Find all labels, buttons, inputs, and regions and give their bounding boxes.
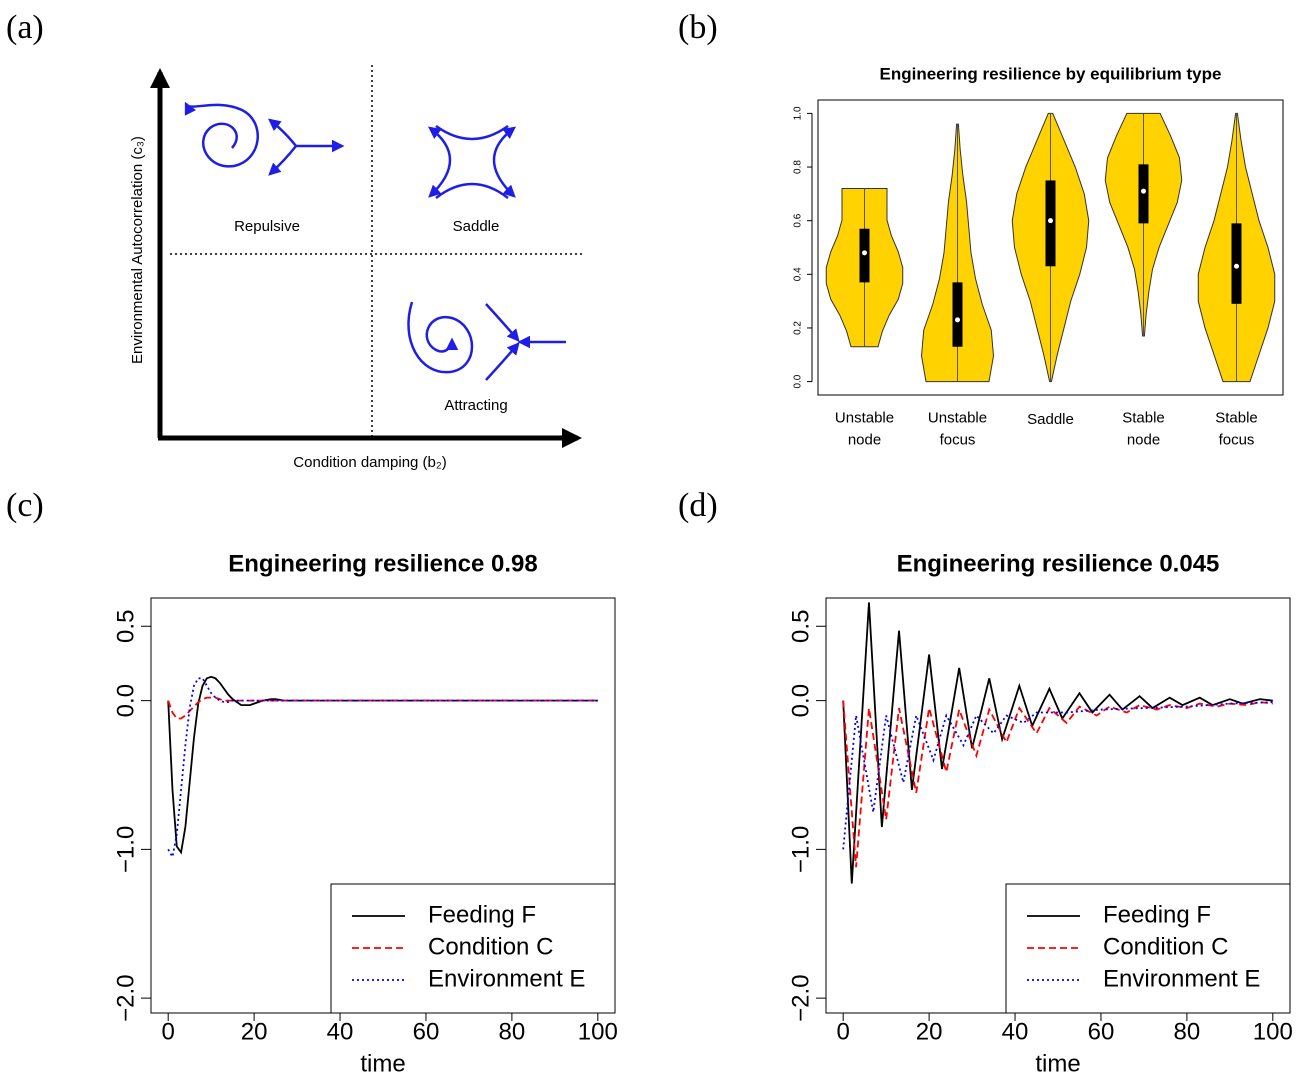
series-line xyxy=(167,677,598,860)
x-axis-label: time xyxy=(360,1050,405,1077)
y-tick-label: 0.0 xyxy=(112,684,139,717)
chart-title: Engineering resilience by equilibrium ty… xyxy=(880,64,1222,83)
x-tick-label: 40 xyxy=(327,1018,354,1045)
spiral-glyph xyxy=(184,101,259,168)
x-tick-label: Saddle xyxy=(1027,411,1074,428)
series-line xyxy=(842,602,1273,884)
x-tick-label: 20 xyxy=(916,1018,943,1045)
x-tick-label: 60 xyxy=(1088,1018,1115,1045)
median-dot xyxy=(1048,218,1053,224)
x-tick-label: 60 xyxy=(413,1018,440,1045)
iqr-box xyxy=(1138,164,1149,224)
y-tick-label: 0.5 xyxy=(787,610,814,643)
y-tick-label: 0.5 xyxy=(112,610,139,643)
legend-label: Environment E xyxy=(428,965,585,992)
quadrant-label: Attracting xyxy=(444,397,507,414)
y-tick-label: −2.0 xyxy=(112,974,139,1021)
chart-title: Engineering resilience 0.045 xyxy=(897,550,1220,577)
median-dot xyxy=(955,317,960,323)
x-axis-label: Condition damping (b₂) xyxy=(293,454,446,471)
y-tick-label: 0.6 xyxy=(793,213,804,227)
x-tick-label: 100 xyxy=(578,1018,618,1045)
x-axis-label: time xyxy=(1035,1050,1080,1077)
x-tick-label: 80 xyxy=(499,1018,526,1045)
y-tick-label: 1.0 xyxy=(793,106,804,120)
quadrant-label: Saddle xyxy=(453,218,500,235)
node-glyph xyxy=(485,303,520,342)
y-tick-label: −1.0 xyxy=(112,826,139,873)
median-dot xyxy=(862,250,867,256)
spiral-glyph xyxy=(407,301,474,374)
panel-label: (b) xyxy=(678,9,718,46)
legend-label: Feeding F xyxy=(1103,901,1211,928)
legend-label: Feeding F xyxy=(428,901,536,928)
series-line xyxy=(842,701,1273,850)
x-tick-label: Unstable focus xyxy=(928,409,987,448)
x-tick-label: 0 xyxy=(837,1018,850,1045)
saddle-glyph xyxy=(435,182,509,199)
series-line xyxy=(842,700,1273,868)
y-axis-label: Environmental Autocorrelation (c₃) xyxy=(129,136,146,364)
node-glyph xyxy=(268,145,297,176)
series-line xyxy=(167,675,598,855)
y-tick-label: 0.2 xyxy=(793,321,804,335)
panel-label: (c) xyxy=(6,487,44,524)
panel-label: (a) xyxy=(6,9,44,46)
iqr-box xyxy=(859,228,870,283)
phase-diagram: Repulsive Saddle Attracting Condition da… xyxy=(129,65,584,471)
y-tick-label: 0.0 xyxy=(793,374,804,388)
node-glyph xyxy=(485,342,520,381)
y-tick-label: 0.0 xyxy=(787,684,814,717)
saddle-glyph xyxy=(492,126,516,198)
saddle-glyph xyxy=(435,124,509,141)
x-tick-label: 80 xyxy=(1174,1018,1201,1045)
median-dot xyxy=(1141,188,1146,194)
panel-label: (d) xyxy=(678,487,718,524)
x-tick-label: 0 xyxy=(162,1018,175,1045)
chart-title: Engineering resilience 0.98 xyxy=(228,550,537,577)
legend-label: Environment E xyxy=(1103,965,1260,992)
x-tick-label: Stable focus xyxy=(1215,409,1258,448)
y-tick-label: −1.0 xyxy=(787,826,814,873)
iqr-box xyxy=(1231,223,1242,304)
x-tick-label: Stable node xyxy=(1122,409,1165,448)
iqr-box xyxy=(1045,180,1056,267)
quadrant-label: Repulsive xyxy=(234,218,300,235)
median-dot xyxy=(1234,263,1239,269)
y-tick-label: 0.4 xyxy=(793,267,804,281)
x-tick-label: Unstable node xyxy=(835,409,894,448)
node-glyph xyxy=(268,118,297,147)
plot-frame xyxy=(817,99,1284,396)
x-tick-label: 20 xyxy=(241,1018,268,1045)
x-tick-label: 40 xyxy=(1002,1018,1029,1045)
saddle-glyph xyxy=(428,126,452,198)
y-tick-label: 0.8 xyxy=(793,160,804,174)
iqr-box xyxy=(952,282,963,347)
legend-label: Condition C xyxy=(1103,933,1228,960)
series-line xyxy=(167,696,598,720)
y-tick-label: −2.0 xyxy=(787,974,814,1021)
x-tick-label: 100 xyxy=(1253,1018,1293,1045)
legend-label: Condition C xyxy=(428,933,553,960)
